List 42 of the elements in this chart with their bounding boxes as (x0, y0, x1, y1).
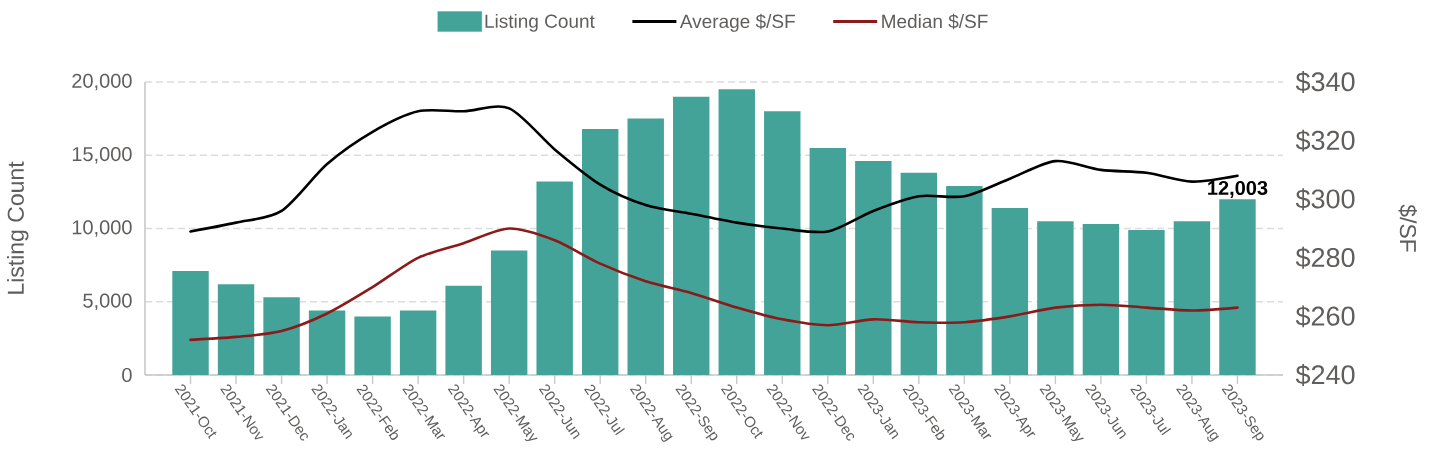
bar (673, 96, 710, 375)
bar (1128, 229, 1165, 375)
bar (1173, 221, 1211, 375)
bar (399, 310, 437, 375)
data-label: 12,003 (1208, 180, 1268, 198)
bar (764, 111, 801, 375)
line-series (189, 227, 1239, 342)
y2-tick-label: $340 (1295, 71, 1355, 93)
y-tick-label: 5,000 (83, 293, 132, 311)
y2-tick-label: $300 (1295, 188, 1355, 211)
bar (536, 181, 573, 375)
bar (627, 118, 664, 375)
y-tick-label: 0 (122, 367, 132, 383)
bar (172, 270, 209, 375)
bar (946, 186, 983, 375)
bar (718, 89, 755, 375)
y-tick-label: 20,000 (72, 73, 132, 91)
y2-tick-label: $320 (1295, 129, 1355, 152)
bar (809, 147, 846, 375)
bar (263, 297, 300, 375)
bar (308, 310, 346, 375)
bar (1219, 199, 1256, 375)
y-tick-label: 10,000 (72, 220, 132, 237)
y2-tick-label: $240 (1295, 364, 1355, 386)
bar (354, 316, 391, 375)
bar (445, 285, 482, 375)
bar (1037, 221, 1074, 375)
bar (490, 250, 528, 375)
legend-label: Median $/SF (882, 13, 988, 30)
y-axis-title: Listing Count (7, 161, 29, 294)
y2-axis-title: $/SF (1398, 204, 1418, 252)
bar (581, 128, 619, 375)
y2-tick-label: $280 (1295, 246, 1355, 269)
bar (991, 207, 1029, 375)
y2-tick-label: $260 (1295, 305, 1355, 328)
bar (217, 284, 255, 375)
bar (1082, 224, 1120, 375)
legend-label: Listing Count (485, 13, 595, 32)
y-tick-label: 15,000 (72, 146, 132, 164)
bar (900, 172, 938, 375)
bar (855, 161, 892, 375)
legend-label: Average $/SF (679, 13, 795, 32)
